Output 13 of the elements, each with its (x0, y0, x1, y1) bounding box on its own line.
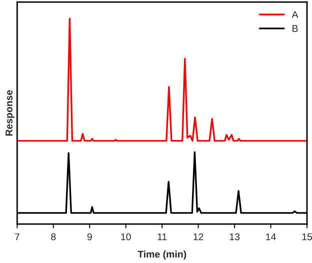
x-tick-label: 14 (266, 233, 276, 240)
x-tick-label: 15 (302, 233, 312, 240)
y-axis-title: Response (6, 90, 14, 136)
legend-label: A (292, 11, 298, 18)
x-tick-label: 8 (51, 233, 56, 240)
x-tick-label: 7 (14, 233, 20, 240)
x-tick-label: 10 (121, 233, 131, 240)
x-axis-title: Time (min) (138, 250, 186, 260)
x-tick-label: 9 (87, 233, 92, 240)
x-tick-label: 12 (194, 233, 204, 240)
x-tick-label: 11 (158, 233, 167, 240)
legend-label: B (292, 25, 298, 32)
x-tick-label: 13 (230, 233, 240, 240)
